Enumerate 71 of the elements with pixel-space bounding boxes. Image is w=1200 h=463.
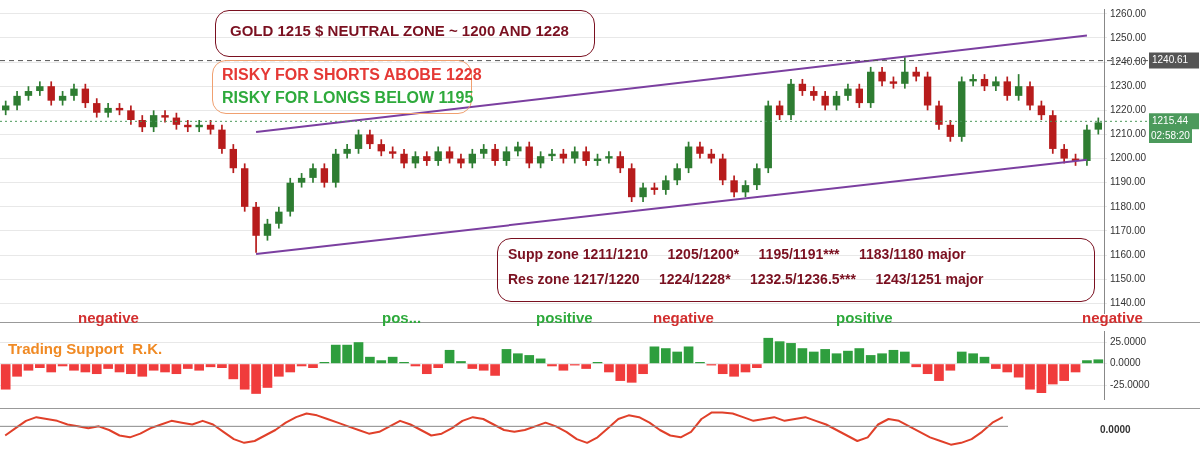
bar	[797, 348, 808, 364]
annotation: Trading Support R.K.	[8, 340, 163, 358]
bar	[1070, 364, 1081, 373]
text: 0.0000	[1100, 424, 1131, 436]
annotation: RISKY FOR LONGS BELOW 1195	[222, 89, 474, 108]
bar	[160, 364, 170, 373]
y-tick-label: 1190.00	[1110, 176, 1146, 188]
y-tick-label: 1140.00	[1110, 297, 1146, 309]
bar	[296, 364, 307, 367]
bar	[752, 364, 762, 369]
bar	[410, 364, 421, 367]
annotation: pos...	[382, 309, 422, 327]
y-tick-label: 1160.00	[1110, 248, 1146, 260]
bar	[57, 364, 68, 367]
bar	[80, 364, 91, 373]
bar	[467, 364, 478, 369]
bar	[774, 341, 785, 364]
y-tick-label: 1250.00	[1110, 31, 1147, 43]
ref-line-label: 1215.44	[1152, 115, 1189, 127]
bar	[501, 349, 512, 364]
bar	[683, 346, 694, 364]
bar	[353, 342, 364, 364]
bar	[308, 364, 318, 369]
annotation: positive	[536, 309, 593, 327]
y-tick-label: 1260.00	[1110, 7, 1147, 19]
bar	[934, 364, 944, 381]
annotation: negative	[1082, 309, 1143, 327]
annotation: positive	[836, 309, 893, 327]
y-tick-label: 1230.00	[1110, 79, 1147, 91]
bar	[558, 364, 569, 371]
bar	[888, 349, 899, 364]
bar	[740, 364, 751, 373]
bar	[23, 364, 34, 371]
y-tick-label: 25.0000	[1110, 335, 1147, 347]
bar	[205, 364, 216, 368]
bar	[148, 364, 159, 371]
bar	[456, 361, 466, 364]
bar	[786, 343, 796, 364]
bar	[1025, 364, 1035, 390]
bar	[547, 364, 557, 367]
bar	[444, 349, 455, 364]
annotation: negative	[78, 309, 139, 327]
bar	[899, 351, 910, 364]
y-tick-label: 1200.00	[1110, 152, 1147, 164]
text: 02:58:20	[1149, 129, 1192, 143]
bar	[1013, 364, 1024, 378]
annotation: Res zone 1217/1220 1224/1228* 1232.5/1236.5*** 1243/1251 major	[508, 271, 984, 288]
y-tick-label: 1240.00	[1110, 55, 1147, 67]
bar	[649, 346, 660, 364]
bar	[1036, 364, 1047, 393]
bar	[922, 364, 933, 375]
y-tick-label: 1180.00	[1110, 200, 1146, 212]
y-tick-label: 1210.00	[1110, 128, 1147, 140]
annotation: Supp zone 1211/1210 1205/1200* 1195/1191*** 1183/1180 major	[508, 246, 966, 263]
annotation: negative	[653, 309, 714, 327]
y-tick-label: 0.0000	[1110, 357, 1142, 369]
y-tick-label: -25.0000	[1110, 378, 1150, 390]
bar	[262, 364, 273, 388]
bar	[945, 364, 956, 371]
y-tick-label: 1170.00	[1110, 224, 1146, 236]
y-tick-label: 1220.00	[1110, 104, 1147, 116]
y-tick-label: 1150.00	[1110, 272, 1146, 284]
bar	[69, 364, 79, 371]
bar	[171, 364, 182, 375]
bar	[911, 364, 922, 368]
annotation: GOLD 1215 $ NEUTRAL ZONE ~ 1200 AND 1228	[230, 22, 569, 40]
ref-line-label: 1240.61	[1152, 54, 1189, 66]
annotation: RISKY FOR SHORTS ABOBE 1228	[222, 66, 482, 85]
bar	[831, 353, 842, 364]
bar	[114, 364, 125, 373]
bar	[763, 337, 774, 364]
